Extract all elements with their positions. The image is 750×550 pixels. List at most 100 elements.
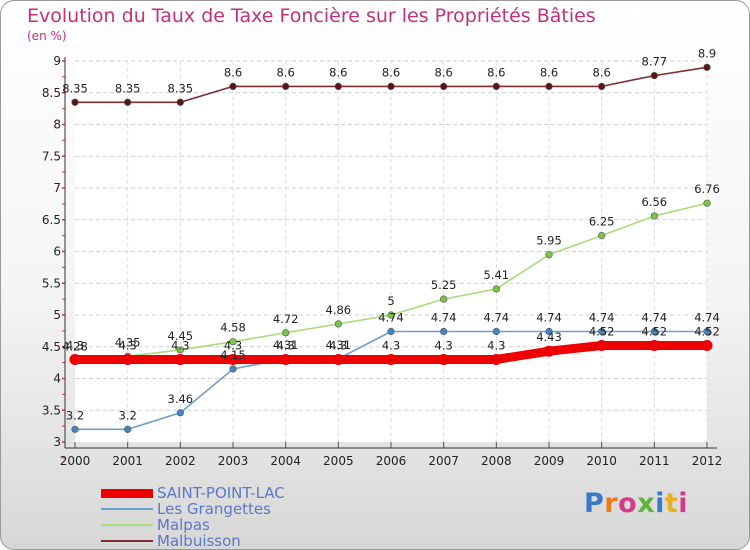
- data-label: 8.6: [540, 65, 558, 79]
- y-tick-label: 7.5: [42, 149, 61, 163]
- data-label: 4.3: [171, 338, 189, 352]
- x-tick-label: 2007: [428, 454, 459, 468]
- data-label: 4.3: [66, 338, 84, 352]
- data-point: [332, 353, 344, 365]
- y-tick-label: 6.5: [42, 213, 61, 227]
- logo-letter: i: [655, 488, 665, 519]
- x-tick-label: 2006: [376, 454, 407, 468]
- x-tick-label: 2008: [481, 454, 512, 468]
- data-point: [334, 82, 342, 90]
- y-tick-label: 8: [53, 118, 61, 132]
- data-point: [176, 98, 184, 106]
- data-point: [387, 311, 395, 319]
- data-point: [598, 232, 606, 240]
- y-tick-label: 5.5: [42, 276, 61, 290]
- data-point: [440, 82, 448, 90]
- data-label: 5.25: [431, 278, 457, 292]
- legend-label: SAINT-POINT-LAC: [157, 484, 285, 502]
- data-point: [227, 353, 239, 365]
- data-label: 8.35: [168, 81, 194, 95]
- data-label: 6.56: [642, 195, 668, 209]
- data-point: [650, 212, 658, 220]
- x-tick-label: 2003: [218, 454, 249, 468]
- data-label: 4.35: [115, 335, 141, 349]
- data-label: 5.41: [484, 268, 510, 282]
- y-tick-label: 3: [53, 435, 61, 449]
- legend-label: Les Grangettes: [157, 500, 271, 518]
- data-label: 4.52: [589, 324, 615, 338]
- data-label: 4.74: [642, 311, 668, 325]
- data-label: 4.3: [224, 338, 242, 352]
- data-point: [545, 251, 553, 259]
- x-tick-label: 2010: [586, 454, 617, 468]
- data-label: 6.76: [694, 182, 720, 196]
- data-point: [492, 82, 500, 90]
- data-point: [176, 346, 184, 354]
- y-tick-label: 9: [53, 54, 61, 68]
- y-tick-label: 4.5: [42, 340, 61, 354]
- y-tick-label: 5: [53, 308, 61, 322]
- y-tick-label: 7: [53, 181, 61, 195]
- legend-label: Malpas: [157, 516, 210, 534]
- y-tick-label: 3.5: [42, 403, 61, 417]
- data-label: 3.46: [168, 392, 194, 406]
- data-point: [229, 365, 237, 373]
- data-label: 6.25: [589, 215, 615, 229]
- data-label: 4.3: [487, 338, 505, 352]
- data-label: 5: [387, 294, 394, 308]
- data-point: [598, 82, 606, 90]
- data-point: [176, 409, 184, 417]
- y-tick-label: 8.5: [42, 86, 61, 100]
- x-tick-label: 2009: [534, 454, 565, 468]
- data-label: 8.6: [435, 65, 453, 79]
- data-point: [598, 327, 606, 336]
- data-point: [124, 98, 132, 106]
- data-point: [648, 339, 660, 351]
- data-point: [703, 63, 711, 71]
- logo-letter: i: [678, 488, 689, 519]
- legend-item: Malbuisson: [101, 533, 401, 549]
- legend-swatch: [101, 488, 153, 498]
- data-point: [596, 339, 608, 351]
- data-point: [703, 327, 711, 336]
- data-point: [543, 345, 555, 357]
- data-point: [385, 353, 397, 365]
- legend-swatch: [101, 540, 153, 542]
- legend-item: Les Grangettes: [101, 501, 401, 517]
- data-label: 4.3: [435, 338, 453, 352]
- data-label: 5.95: [536, 234, 562, 248]
- logo-letter: P: [584, 488, 605, 519]
- data-point: [438, 353, 450, 365]
- data-label: 8.6: [329, 65, 347, 79]
- x-tick-label: 2011: [639, 454, 670, 468]
- legend-item: Malpas: [101, 517, 401, 533]
- x-tick-label: 2000: [60, 454, 91, 468]
- data-point: [650, 327, 658, 336]
- x-tick-label: 2004: [270, 454, 301, 468]
- data-label: 4.74: [589, 311, 615, 325]
- data-label: 8.9: [698, 46, 716, 60]
- data-point: [229, 338, 237, 346]
- data-label: 4.52: [642, 324, 668, 338]
- data-label: 4.31: [273, 338, 299, 352]
- data-point: [545, 327, 553, 336]
- data-label: 4.74: [378, 311, 404, 325]
- data-label: 4.72: [273, 312, 299, 326]
- data-point: [492, 285, 500, 293]
- x-tick-label: 2002: [165, 454, 196, 468]
- data-label: 3.2: [119, 408, 137, 422]
- legend-swatch: [101, 524, 153, 526]
- data-point: [280, 353, 292, 365]
- data-point: [387, 327, 395, 336]
- data-point: [703, 199, 711, 207]
- y-tick-label: 6: [53, 245, 61, 259]
- data-label: 4.74: [536, 311, 562, 325]
- data-label: 4.45: [168, 329, 194, 343]
- legend: SAINT-POINT-LAC Les Grangettes Malpas Malbu…: [101, 485, 401, 549]
- chart-title: Evolution du Taux de Taxe Foncière sur l…: [27, 5, 596, 27]
- data-point: [282, 82, 290, 90]
- data-label: 4.3: [119, 338, 137, 352]
- x-tick-label: 2005: [323, 454, 354, 468]
- legend-swatch: [101, 508, 153, 510]
